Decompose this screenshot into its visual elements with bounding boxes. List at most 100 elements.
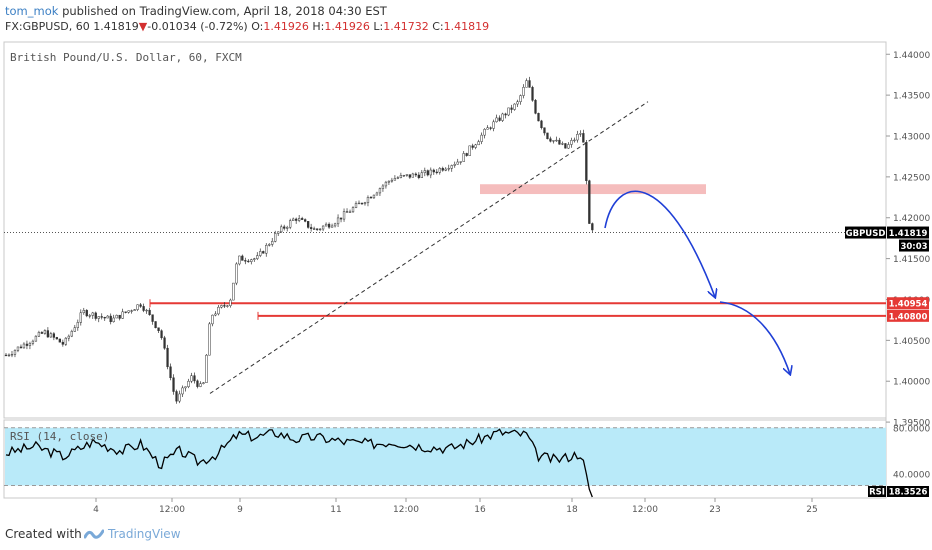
candle-body [516,101,519,105]
candle-body [336,217,340,225]
rsi-tick-label: 40.0000 [893,470,930,480]
candle-body [10,354,14,356]
candle-body [348,211,352,213]
candle-body [327,223,331,228]
y-tick-label: 1.40500 [893,337,930,347]
current-price-label: 1.41819 [889,229,928,239]
candle-body [133,309,136,311]
candle-body [253,258,256,260]
candle-body [7,354,11,357]
candle-body [471,145,474,148]
candle-body [408,174,412,178]
candle-body [103,317,106,319]
candle-body [486,127,489,130]
candle-body [549,138,552,142]
candle-body [73,327,76,332]
candle-body [489,127,492,129]
candle-body [504,113,507,116]
candle-body [543,127,546,134]
candle-body [178,393,181,402]
rsi-indicator: 80.0000 40.0000 RSI 18.3526 [4,424,930,498]
symbol-text: FX:GBPUSD, 60 [5,20,90,33]
price-chart[interactable]: British Pound/U.S. Dollar, 60, FXCM 80.0… [0,0,932,520]
candle-body [426,170,429,176]
candle-body [232,282,235,301]
candle-body [301,218,304,220]
candle-body [324,223,328,227]
author-link[interactable]: tom_mok [5,4,59,18]
rsi-line [5,428,593,498]
candle-body [97,316,100,319]
candle-body [462,153,465,162]
drawings [209,101,790,394]
candle-body [405,174,409,176]
candle-body [55,337,59,340]
candle-body [384,181,388,187]
candle-body [564,143,567,149]
candle-body [25,343,29,346]
candle-body [459,161,462,163]
candle-body [151,314,154,322]
candle-body [82,310,85,314]
candle-body [79,312,82,323]
candle-body [163,337,166,349]
candle-body [567,144,570,149]
candle-body [456,161,459,165]
candle-body [70,331,73,337]
candle-body [411,173,414,178]
candle-body [537,113,540,122]
candle-body [399,175,403,178]
rsi-band-fill [5,427,886,486]
candle-body [58,338,61,343]
candle-body [166,347,169,368]
chart-title: British Pound/U.S. Dollar, 60, FXCM [10,51,242,64]
candle-body [477,141,480,146]
current-price-tag [887,226,929,239]
candle-body [109,315,112,323]
candle-body [241,255,244,261]
candle-body [360,202,364,205]
candle-body [193,375,196,382]
candle-body [393,178,397,181]
candle-body [13,350,17,355]
candle-body [271,241,274,245]
candle-body [585,142,588,181]
tradingview-brand[interactable]: TradingView [108,527,181,541]
y-tick-label: 1.41500 [893,255,930,265]
main-pane-frame [3,41,887,419]
candle-body [375,192,379,196]
candle-body [345,211,349,213]
candle-body [37,332,41,337]
candle-body [555,139,558,142]
x-tick-label: 12:00 [159,505,185,515]
close-value: 1.41819 [443,20,490,33]
candle-body [85,310,88,317]
candle-body [217,306,220,315]
candle-body [34,335,38,342]
candle-body [76,322,79,328]
candle-body [558,139,561,145]
symbol-line: FX:GBPUSD, 60 1.41819▼-0.01034 (-0.72%) … [5,20,489,33]
price-labels: 1.40954 1.40800 GBPUSD 1.41819 30:03 [845,226,929,322]
candles [4,76,594,404]
candle-body [510,107,513,110]
candle-body [121,311,124,319]
candle-body [196,380,199,387]
candle-body [142,306,145,311]
rsi-value-label: 18.3526 [889,488,928,498]
candle-body [199,383,202,387]
candle-body [576,134,579,141]
candle-body [172,377,175,392]
support-price-label: 1.40954 [889,300,928,310]
candle-body [124,311,127,313]
candle-body [184,386,187,389]
candle-body [115,314,118,319]
candle-body [277,231,280,234]
symbol-tag [845,226,886,239]
candle-body [495,117,498,123]
candle-body [315,228,319,230]
candle-body [67,335,70,339]
candle-body [546,132,549,140]
candle-body [94,312,97,319]
published-text: published on TradingView.com, April 18, … [62,4,387,18]
